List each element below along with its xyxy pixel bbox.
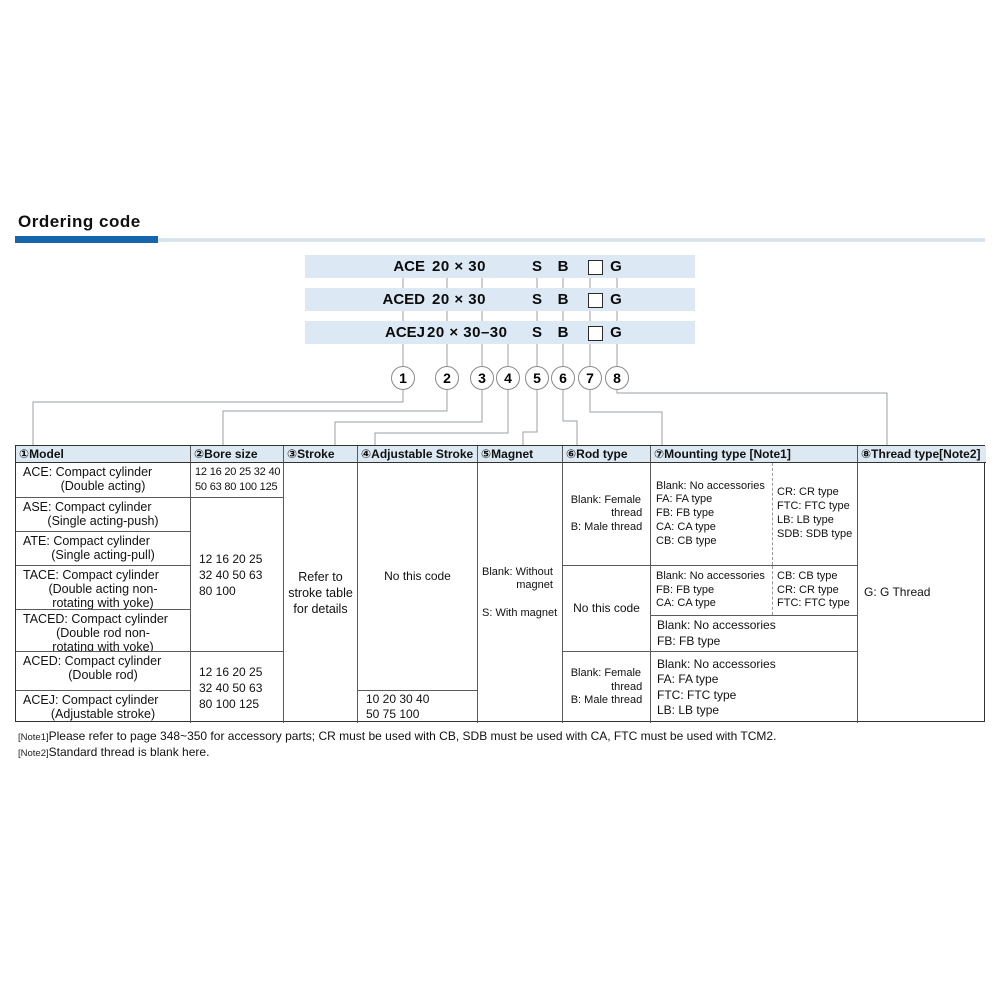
model-code: TACED: Compact cylinder xyxy=(23,612,168,626)
note2-tag: [Note2] xyxy=(18,748,49,759)
model-code: ACEJ: Compact cylinder xyxy=(23,693,159,707)
model-code: ACED: Compact cylinder xyxy=(23,654,162,668)
mounting-row1-left-list: Blank: No accessories FA: FA type FB: FB… xyxy=(656,479,765,547)
magnet-blank-option: Blank: Without magnet xyxy=(482,565,553,592)
code-size: 20 × 30 xyxy=(432,291,486,308)
code-rod-option: B xyxy=(557,258,569,275)
ordering-table: ①Model ②Bore size ③Stroke ④Adjustable St… xyxy=(15,445,986,723)
model-cell-ase: ASE: Compact cylinder (Single acting-pus… xyxy=(16,498,191,532)
bore-cell-bottom: 12 16 20 25 32 40 50 63 80 100 125 xyxy=(191,652,284,723)
code-thread-option: G xyxy=(610,291,622,308)
model-subtype: (Single acting-push) xyxy=(47,514,159,528)
stroke-cell: Refer to stroke table for details xyxy=(284,463,358,723)
header-thread-type: ⑧Thread type[Note2] xyxy=(858,446,986,463)
blank-option-box xyxy=(588,293,603,308)
mounting-cell-row3: Blank: No accessories FB: FB type xyxy=(651,616,858,652)
model-subtype: (Double rod non- rotating with yoke) xyxy=(52,626,154,652)
code-bar-aced: ACED 20 × 30 S B G xyxy=(305,288,695,311)
thread-type-cell: G: G Thread xyxy=(864,585,931,600)
code-model: ACED xyxy=(382,291,425,308)
note1-text: Please refer to page 348~350 for accesso… xyxy=(48,729,777,743)
model-cell-acej: ACEJ: Compact cylinder (Adjustable strok… xyxy=(16,691,191,723)
step-circle-4: 4 xyxy=(496,366,520,390)
rod-type-cell-middle: No this code xyxy=(563,566,651,652)
adjustable-stroke-values-cell: 10 20 30 40 50 75 100 xyxy=(358,691,478,723)
model-cell-ace: ACE: Compact cylinder (Double acting) xyxy=(16,463,191,498)
step-circle-3: 3 xyxy=(470,366,494,390)
code-bar-acej: ACEJ 20 × 30–30 S B G xyxy=(305,321,695,344)
step-circle-1: 1 xyxy=(391,366,415,390)
code-rod-option: B xyxy=(557,324,569,341)
step-circle-8: 8 xyxy=(605,366,629,390)
header-rod-type: ⑥Rod type xyxy=(563,446,651,463)
mounting-row1-right-list: CR: CR type FTC: FTC type LB: LB type SD… xyxy=(772,463,857,565)
code-model: ACEJ xyxy=(384,324,425,341)
rod-female-option: Blank: Female xyxy=(570,493,642,506)
model-code: ATE: Compact cylinder xyxy=(23,534,150,548)
rod-female-option-line2: thread xyxy=(611,507,643,520)
code-size: 20 × 30–30 xyxy=(427,324,508,341)
blank-option-box xyxy=(588,326,603,341)
code-rod-option: B xyxy=(557,291,569,308)
code-bar-ace: ACE 20 × 30 S B G xyxy=(305,255,695,278)
model-cell-ate: ATE: Compact cylinder (Single acting-pul… xyxy=(16,532,191,566)
mounting-cell-row1: Blank: No accessories FA: FA type FB: FB… xyxy=(651,463,858,566)
header-stroke: ③Stroke xyxy=(284,446,358,463)
code-thread-option: G xyxy=(610,258,622,275)
note2-text: Standard thread is blank here. xyxy=(48,745,210,759)
code-magnet-option: S xyxy=(531,324,542,341)
note-line-2: [Note2]Standard thread is blank here. xyxy=(18,743,209,761)
blank-option-box xyxy=(588,260,603,275)
model-code: ASE: Compact cylinder xyxy=(23,500,152,514)
mounting-row2-left-list: Blank: No accessories FB: FB type CA: CA… xyxy=(656,569,765,610)
model-subtype: (Adjustable stroke) xyxy=(50,707,156,721)
model-cell-taced: TACED: Compact cylinder (Double rod non-… xyxy=(16,610,191,652)
rod-male-option: B: Male thread xyxy=(570,520,643,533)
code-thread-option: G xyxy=(610,324,622,341)
rod-male-option: B: Male thread xyxy=(570,694,643,707)
header-magnet: ⑤Magnet xyxy=(478,446,563,463)
note1-tag: [Note1] xyxy=(18,732,49,743)
title-underline-light xyxy=(158,238,985,242)
bore-cell-middle: 12 16 20 25 32 40 50 63 80 100 xyxy=(191,498,284,652)
magnet-cell: Blank: Without magnet S: With magnet xyxy=(478,463,563,723)
title-underline-accent xyxy=(15,236,158,243)
rod-type-cell-top: Blank: Female thread B: Male thread xyxy=(563,463,651,566)
adjustable-stroke-none-cell: No this code xyxy=(358,463,478,691)
header-adjustable-stroke: ④Adjustable Stroke xyxy=(358,446,478,463)
header-bore-size: ②Bore size xyxy=(191,446,284,463)
code-magnet-option: S xyxy=(531,291,542,308)
magnet-with-option: S: With magnet xyxy=(482,606,558,619)
page-title: Ordering code xyxy=(18,212,141,231)
step-circle-2: 2 xyxy=(435,366,459,390)
model-cell-tace: TACE: Compact cylinder (Double acting no… xyxy=(16,566,191,610)
step-circle-6: 6 xyxy=(551,366,575,390)
code-magnet-option: S xyxy=(531,258,542,275)
model-subtype: (Single acting-pull) xyxy=(51,548,155,562)
model-cell-aced: ACED: Compact cylinder (Double rod) xyxy=(16,652,191,691)
note-line-1: [Note1]Please refer to page 348~350 for … xyxy=(18,727,776,745)
rod-type-cell-bottom: Blank: Female thread B: Male thread xyxy=(563,652,651,723)
mounting-row2-right-list: CB: CB type CR: CR type FTC: FTC type xyxy=(772,566,857,615)
model-code: TACE: Compact cylinder xyxy=(23,568,159,582)
model-code: ACE: Compact cylinder xyxy=(23,465,153,479)
step-circle-7: 7 xyxy=(578,366,602,390)
rod-female-option: Blank: Female xyxy=(570,667,642,680)
rod-female-option-line2: thread xyxy=(611,680,643,693)
header-model: ①Model xyxy=(16,446,191,463)
code-model: ACE xyxy=(393,258,425,275)
mounting-cell-row2: Blank: No accessories FB: FB type CA: CA… xyxy=(651,566,858,616)
step-circle-5: 5 xyxy=(525,366,549,390)
code-size: 20 × 30 xyxy=(432,258,486,275)
model-subtype: (Double rod) xyxy=(68,668,138,682)
model-subtype: (Double acting) xyxy=(60,479,146,493)
bore-cell-ace: 12 16 20 25 32 40 50 63 80 100 125 xyxy=(191,463,284,498)
model-subtype: (Double acting non- rotating with yoke) xyxy=(48,582,158,610)
mounting-cell-row4: Blank: No accessories FA: FA type FTC: F… xyxy=(651,652,858,723)
header-mounting-type: ⑦Mounting type [Note1] xyxy=(651,446,858,463)
